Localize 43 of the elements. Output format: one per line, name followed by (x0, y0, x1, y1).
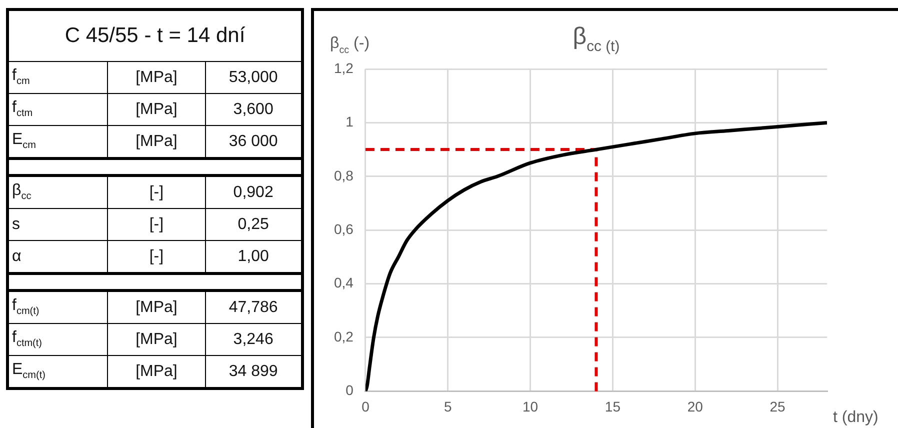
text: α (12, 248, 22, 264)
text: E$_{cm}$ (12, 131, 36, 152)
text: 36 000 (228, 132, 278, 150)
text: f$_{cm}$ (12, 67, 30, 88)
text: f$_{ctm(t)}$ (12, 329, 42, 350)
text: f$_{ctm}$ (12, 99, 33, 120)
y-tick-label: 0,4 (334, 274, 354, 291)
text: [MPa] (136, 100, 178, 118)
text: [MPa] (136, 330, 178, 348)
line-series (365, 120, 827, 392)
x-tick-label: 15 (604, 398, 621, 414)
text: [-] (149, 216, 164, 232)
y-tick-label: 1 (346, 114, 354, 130)
text: [MPa] (136, 132, 178, 150)
x-tick-label: 20 (687, 398, 704, 414)
x-tick-label: 0 (362, 398, 370, 414)
x-tick-label: 10 (522, 398, 538, 414)
text: 53,000 (228, 68, 278, 86)
text: 0,25 (238, 216, 269, 232)
x-axis-title: t (dny) (833, 409, 878, 426)
text: [-] (149, 184, 164, 200)
text: C 45/55 - t = 14 dní (8, 10, 302, 62)
text: 0,902 (233, 184, 274, 200)
text: 34 899 (228, 362, 278, 380)
text: [MPa] (136, 68, 178, 86)
text: 3,246 (233, 330, 274, 348)
text: [-] (149, 248, 164, 264)
text: 3,600 (233, 100, 274, 118)
text: E$_{cm(t)}$ (12, 361, 46, 382)
text: s (12, 216, 20, 232)
text: 47,786 (228, 298, 278, 316)
text: [MPa] (136, 362, 178, 380)
y-tick-label: 0 (346, 382, 354, 398)
text: β$_{cc}$ (12, 182, 32, 203)
text: 1,00 (238, 248, 269, 264)
x-tick-label: 25 (770, 398, 786, 414)
text: [MPa] (136, 298, 178, 316)
y-tick-label: 0,6 (334, 220, 354, 237)
y-tick-label: 0,8 (334, 167, 354, 184)
y-tick-label: 0,2 (334, 328, 354, 344)
x-tick-label: 5 (444, 398, 452, 414)
y-tick-label: 1,2 (334, 60, 354, 76)
text: f$_{cm(t)}$ (12, 297, 40, 318)
